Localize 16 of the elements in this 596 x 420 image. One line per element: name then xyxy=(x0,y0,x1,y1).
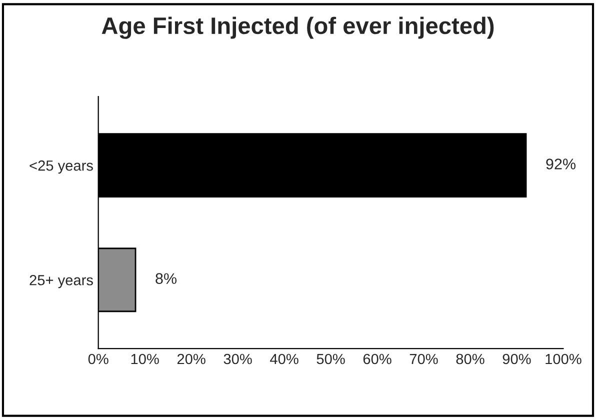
x-tick-label: 90% xyxy=(502,354,531,364)
x-tick-label: 0% xyxy=(88,354,108,364)
data-label: 8% xyxy=(156,273,177,284)
x-tick-label: 30% xyxy=(224,354,252,364)
data-label: 92% xyxy=(546,158,576,170)
x-tick-label: 100% xyxy=(546,354,582,364)
x-tick-label: 40% xyxy=(270,354,298,364)
x-tick-label: 70% xyxy=(410,354,438,364)
y-tick-label: <25 years xyxy=(30,160,93,174)
x-tick-label: 50% xyxy=(316,354,345,364)
x-tick-label: 60% xyxy=(363,354,392,364)
y-tick-label: 25+ years xyxy=(30,274,93,288)
x-tick-label: 80% xyxy=(456,354,484,364)
x-tick-label: 20% xyxy=(177,354,206,364)
x-tick-label: 10% xyxy=(131,354,159,364)
chart-title: Age First Injected (of ever injected) xyxy=(102,16,494,39)
